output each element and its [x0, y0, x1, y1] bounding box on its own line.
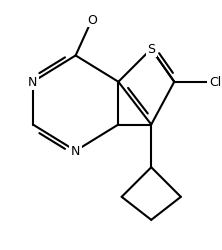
Text: Cl: Cl	[209, 76, 221, 89]
Text: S: S	[147, 43, 155, 56]
Text: N: N	[28, 76, 38, 89]
Text: O: O	[87, 14, 97, 27]
Text: N: N	[71, 145, 80, 158]
